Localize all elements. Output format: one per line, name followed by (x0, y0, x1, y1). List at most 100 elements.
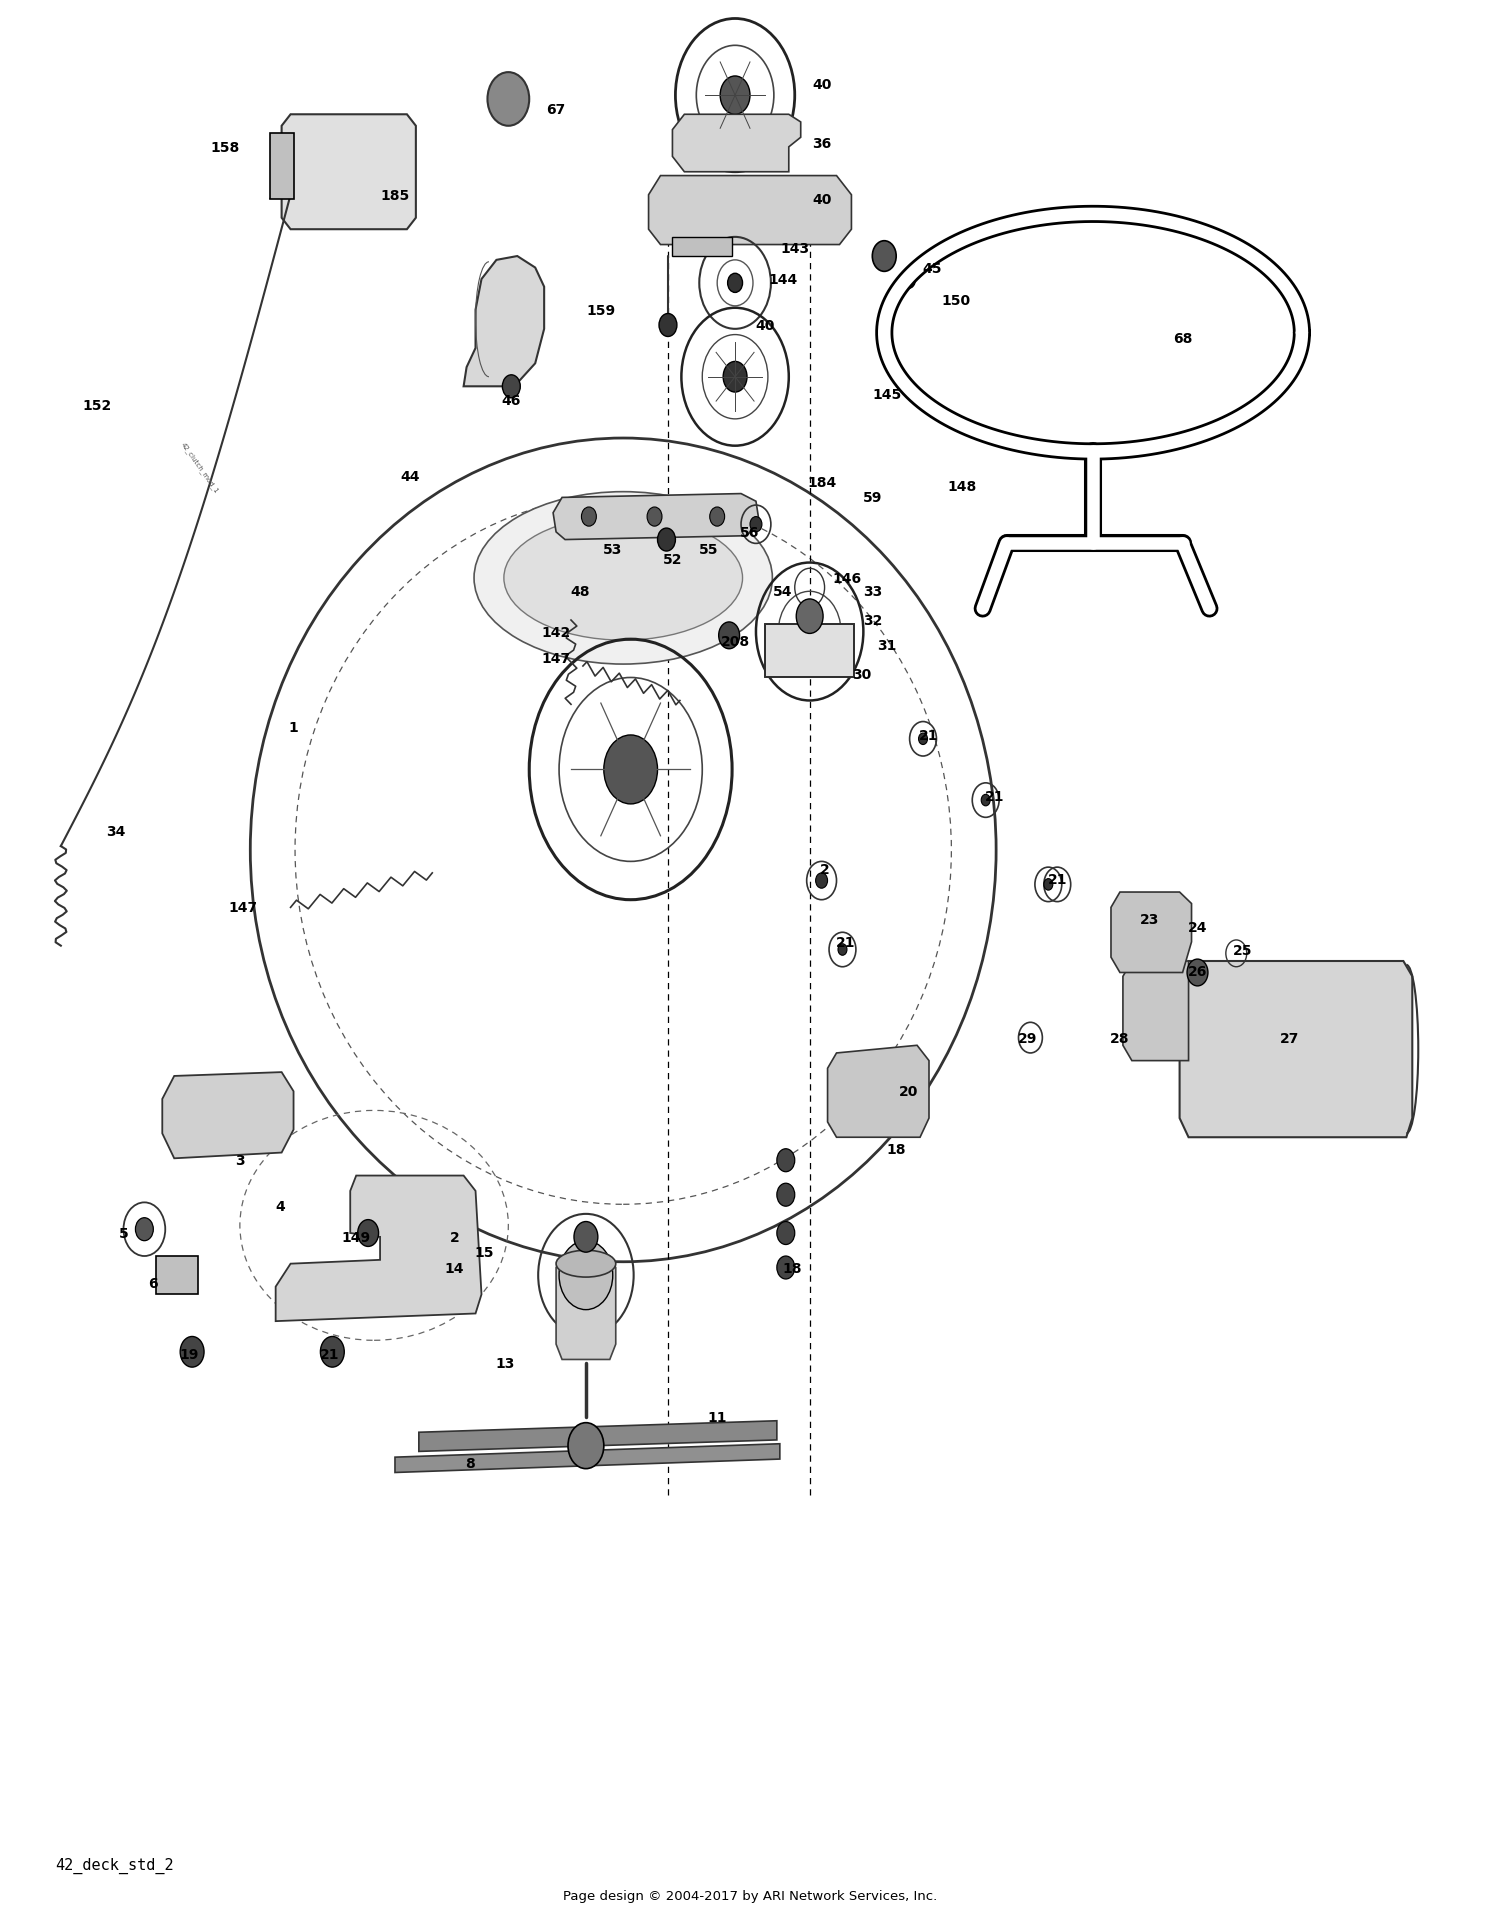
Text: 5: 5 (118, 1227, 129, 1240)
Circle shape (582, 508, 597, 527)
Text: 143: 143 (780, 242, 810, 256)
Ellipse shape (556, 1250, 615, 1277)
Circle shape (568, 1423, 604, 1469)
Polygon shape (419, 1421, 777, 1452)
Text: 36: 36 (812, 137, 831, 150)
Text: 68: 68 (1173, 333, 1192, 346)
Polygon shape (276, 1177, 482, 1321)
Bar (672, 238, 732, 258)
Text: 149: 149 (342, 1231, 370, 1244)
Circle shape (750, 517, 762, 533)
Text: 40: 40 (812, 192, 831, 206)
Circle shape (723, 362, 747, 392)
Text: 150: 150 (942, 294, 970, 308)
Circle shape (604, 737, 657, 804)
Text: 185: 185 (381, 188, 410, 202)
Circle shape (777, 1183, 795, 1206)
Text: 56: 56 (741, 525, 759, 540)
Text: 15: 15 (474, 1246, 494, 1260)
Circle shape (658, 313, 676, 337)
Text: 18: 18 (782, 1261, 801, 1275)
Polygon shape (1124, 962, 1188, 1061)
Text: 13: 13 (495, 1356, 514, 1371)
Circle shape (816, 873, 828, 888)
Text: 21: 21 (986, 790, 1005, 804)
Circle shape (981, 794, 990, 806)
Polygon shape (1112, 892, 1191, 973)
Text: 147: 147 (542, 652, 570, 665)
Circle shape (777, 1256, 795, 1279)
Text: 19: 19 (180, 1346, 200, 1361)
Bar (270, 135, 294, 200)
Polygon shape (648, 177, 852, 246)
Bar (765, 625, 855, 679)
Text: 21: 21 (836, 935, 855, 950)
Polygon shape (282, 115, 416, 231)
Circle shape (918, 735, 927, 744)
Circle shape (900, 271, 915, 290)
Circle shape (839, 944, 848, 956)
Text: 54: 54 (772, 585, 792, 598)
Text: 23: 23 (1140, 912, 1160, 927)
Text: 25: 25 (1233, 942, 1252, 958)
Circle shape (657, 529, 675, 552)
Text: 67: 67 (546, 102, 566, 117)
Polygon shape (394, 1444, 780, 1473)
Ellipse shape (504, 517, 742, 640)
Polygon shape (464, 258, 544, 387)
Text: 142: 142 (542, 625, 570, 638)
Text: 24: 24 (1188, 919, 1208, 935)
Polygon shape (162, 1073, 294, 1160)
Circle shape (718, 623, 740, 650)
Text: 29: 29 (1019, 1031, 1036, 1044)
Text: 40: 40 (754, 319, 774, 333)
Text: 11: 11 (708, 1410, 728, 1425)
Text: 31: 31 (878, 638, 897, 652)
Circle shape (1044, 879, 1053, 890)
Text: 26: 26 (1188, 963, 1208, 979)
Circle shape (503, 375, 520, 398)
Circle shape (1186, 960, 1208, 986)
Polygon shape (554, 494, 759, 540)
Circle shape (798, 617, 822, 648)
Text: 148: 148 (946, 479, 976, 494)
Circle shape (180, 1336, 204, 1367)
Text: 2: 2 (819, 863, 830, 877)
Text: 184: 184 (807, 475, 836, 490)
Text: 42_deck_std_2: 42_deck_std_2 (56, 1858, 174, 1873)
Text: 42_clutch_mod_1: 42_clutch_mod_1 (180, 440, 220, 494)
Text: 18: 18 (886, 1142, 906, 1156)
Text: 55: 55 (699, 542, 718, 558)
Polygon shape (672, 115, 801, 173)
Circle shape (728, 275, 742, 294)
Circle shape (873, 242, 895, 273)
Text: 152: 152 (82, 400, 111, 413)
Text: 44: 44 (400, 469, 420, 485)
Polygon shape (556, 1256, 615, 1360)
Text: Page design © 2004-2017 by ARI Network Services, Inc.: Page design © 2004-2017 by ARI Network S… (562, 1890, 938, 1902)
Text: 53: 53 (603, 542, 622, 558)
Text: 59: 59 (862, 490, 882, 506)
Text: 45: 45 (922, 262, 942, 275)
Circle shape (646, 508, 662, 527)
Text: 27: 27 (1281, 1031, 1299, 1044)
Text: 34: 34 (106, 825, 126, 838)
Text: 48: 48 (570, 585, 590, 598)
Circle shape (777, 1221, 795, 1244)
Text: 146: 146 (833, 571, 861, 587)
Text: 21: 21 (320, 1346, 339, 1361)
Circle shape (560, 1240, 614, 1310)
Circle shape (574, 1221, 598, 1252)
Polygon shape (1179, 962, 1413, 1138)
Text: 52: 52 (663, 552, 682, 567)
Text: 33: 33 (862, 585, 882, 598)
Text: 14: 14 (446, 1261, 465, 1275)
Text: 147: 147 (228, 900, 258, 915)
Text: 2: 2 (450, 1231, 459, 1244)
Text: 20: 20 (898, 1085, 918, 1098)
Text: 1: 1 (288, 721, 298, 735)
Circle shape (135, 1217, 153, 1240)
Circle shape (321, 1336, 345, 1367)
Text: 28: 28 (1110, 1031, 1130, 1044)
Ellipse shape (474, 492, 772, 665)
